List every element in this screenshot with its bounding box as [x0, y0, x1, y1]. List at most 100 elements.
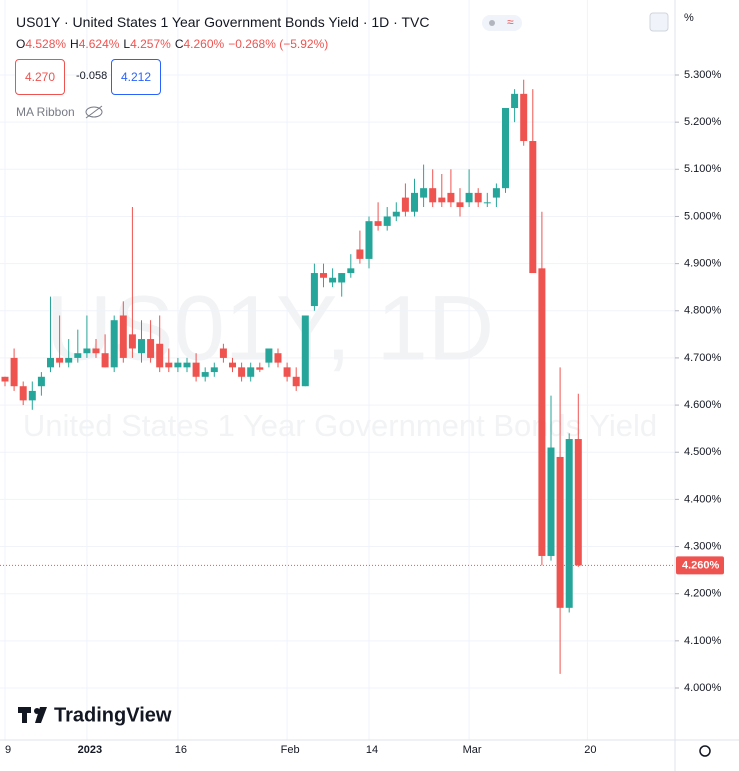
candle-body [492, 188, 500, 198]
y-tick-label: 4.400% [684, 493, 722, 505]
candle-body [10, 357, 18, 387]
candle-body [210, 367, 218, 373]
eye-icon[interactable] [85, 105, 103, 119]
candle-body [383, 216, 391, 226]
candle-body [247, 367, 255, 377]
candle-body [28, 390, 36, 401]
candle-body [392, 211, 400, 217]
y-tick-label: 5.300% [684, 69, 722, 81]
candle-body [292, 376, 300, 387]
candle-body [165, 362, 173, 368]
candle-body [37, 376, 45, 387]
candle-body [128, 334, 136, 349]
ohlc-key: O [16, 37, 26, 51]
toggle[interactable] [482, 15, 522, 31]
ohlc-value: 4.260% [183, 37, 225, 51]
candle-body [256, 367, 264, 370]
candle-body [147, 339, 155, 358]
ohlc-legend: O4.528% H4.624% L4.257% C4.260% −0.268% (−5.… [16, 37, 332, 51]
buy-button[interactable]: 4.212 [111, 59, 161, 95]
y-tick-label: 4.800% [684, 305, 722, 317]
candle-body [438, 197, 446, 203]
y-tick-label: 5.000% [684, 210, 722, 222]
y-tick-label: 4.000% [684, 682, 722, 694]
candle-body [547, 447, 555, 556]
candle-body [192, 362, 200, 377]
candle-body [502, 108, 509, 189]
y-tick-label: 4.900% [684, 258, 722, 270]
candle-body [183, 362, 191, 368]
x-tick-label: Mar [463, 744, 482, 756]
candle-body [174, 362, 182, 368]
ohlc-value: −0.268% (−5.92%) [228, 37, 329, 51]
settings-gear[interactable] [699, 745, 711, 757]
ohlc-value: 4.257% [130, 37, 171, 51]
x-tick-label: 14 [366, 744, 378, 756]
candle-body [538, 268, 546, 556]
candle-body [465, 192, 473, 203]
candle-body [338, 273, 346, 283]
candle-body [456, 202, 464, 208]
candle-body [365, 221, 373, 259]
x-tick-label: 9 [5, 744, 11, 756]
candle-body [92, 348, 100, 354]
candle-body [429, 188, 437, 203]
ohlc-value: 4.528% [25, 37, 67, 51]
y-tick-label: 5.100% [684, 163, 722, 175]
candle-body [447, 192, 455, 203]
candle-body [274, 353, 282, 363]
watermark-name: United States 1 Year Government Bonds Yi… [23, 408, 657, 443]
spread: -0.058 [76, 70, 108, 82]
y-tick-label: 4.600% [684, 399, 722, 411]
x-tick-label: 2023 [78, 744, 102, 756]
candle-body [374, 221, 382, 226]
ohlc-key: L [123, 37, 131, 51]
candle-body [401, 197, 409, 212]
y-tick-label: 4.500% [684, 446, 722, 458]
symbol-title: US01Y · United States 1 Year Government … [16, 14, 430, 30]
candle-body [138, 339, 145, 354]
candle-body [520, 93, 528, 142]
candle-body [110, 320, 118, 368]
logo-mark [18, 707, 47, 723]
candle-body [101, 353, 109, 368]
candle-body [19, 386, 27, 401]
indicator-label: MA Ribbon [16, 105, 75, 119]
candle-body [229, 362, 236, 368]
sell-button[interactable]: 4.270 [15, 59, 65, 95]
ohlc-value: 4.624% [78, 37, 120, 51]
candle-body [119, 315, 127, 358]
candle-body [74, 353, 82, 358]
candle-body [238, 367, 246, 377]
candle-body [1, 376, 9, 382]
candle-body [265, 348, 273, 363]
candle-body [329, 277, 337, 283]
candle-body [201, 372, 209, 377]
ohlc-key: H [70, 37, 79, 51]
candle-body [347, 268, 355, 274]
ohlc-key: C [174, 37, 184, 51]
candle-body [219, 348, 227, 358]
x-tick-label: 20 [584, 744, 596, 756]
candle-body [283, 367, 291, 377]
candle-body [83, 348, 91, 354]
y-tick-label: 4.700% [684, 352, 722, 364]
y-tick-label: 4.300% [684, 540, 722, 552]
settings-icon[interactable] [649, 12, 669, 32]
logo: TradingView [54, 704, 172, 726]
candle-body [529, 141, 537, 274]
candle-body [556, 456, 564, 608]
price-label-bg [676, 556, 724, 575]
candle-body [411, 192, 418, 212]
candle-body [474, 192, 482, 203]
price-label: 4.260% [682, 559, 720, 571]
toggle-icon: ≈ [507, 15, 514, 29]
axis-unit: % [684, 12, 694, 24]
candle-body [574, 439, 582, 566]
candle-body [310, 273, 318, 307]
y-tick-label: 5.200% [684, 116, 722, 128]
candle-body [565, 439, 573, 608]
candle-body [320, 273, 327, 278]
candle-body [47, 357, 54, 368]
